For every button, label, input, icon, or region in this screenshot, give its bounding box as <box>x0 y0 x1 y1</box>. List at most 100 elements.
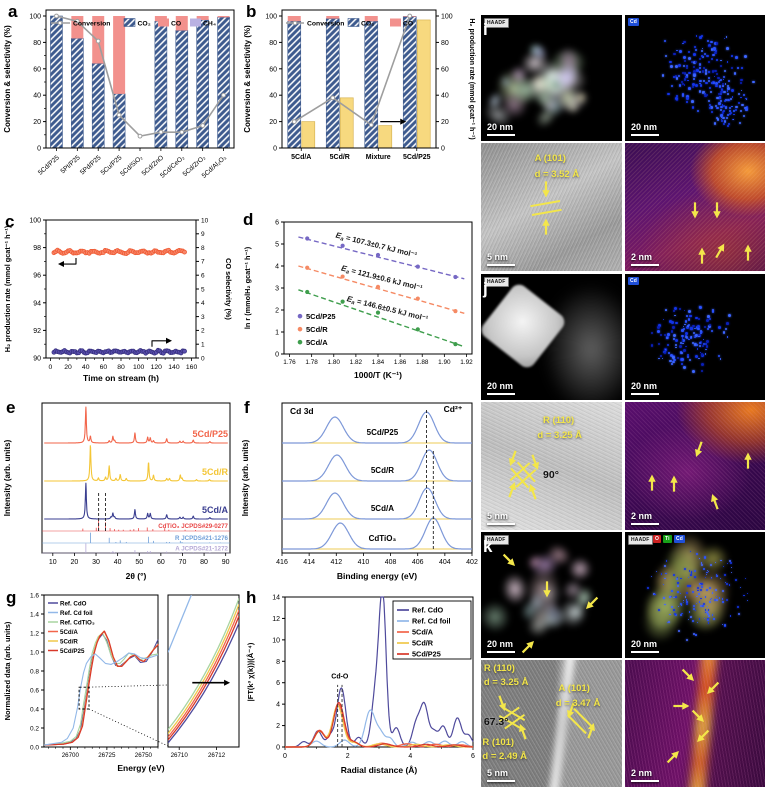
annotation-arrow-icon <box>529 483 537 500</box>
svg-text:1000/T (K⁻¹): 1000/T (K⁻¹) <box>354 370 402 380</box>
svg-text:5Cd/R: 5Cd/R <box>60 638 78 645</box>
svg-text:6: 6 <box>275 220 279 227</box>
annotation-arrow-icon <box>713 201 722 219</box>
svg-text:H₂ production rate (mmol gcat⁻: H₂ production rate (mmol gcat⁻¹ h⁻¹) <box>3 225 12 352</box>
svg-text:5Cd/A: 5Cd/A <box>306 338 328 347</box>
svg-text:1.2: 1.2 <box>30 630 39 637</box>
svg-text:80: 80 <box>441 40 449 47</box>
dspacing-annotation: d = 3.47 Å <box>555 698 601 710</box>
svg-text:Cd 3d: Cd 3d <box>290 406 314 416</box>
svg-text:Radial distance (Å): Radial distance (Å) <box>341 765 418 775</box>
svg-text:20: 20 <box>269 119 277 126</box>
svg-text:1.6: 1.6 <box>30 592 39 599</box>
svg-text:1.86: 1.86 <box>394 359 407 366</box>
svg-text:416: 416 <box>276 559 288 566</box>
svg-text:1: 1 <box>275 330 279 337</box>
scalebar: 2 nm <box>631 768 659 782</box>
svg-text:26712: 26712 <box>208 752 226 759</box>
lattice-texture <box>481 402 622 530</box>
scalebar: 20 nm <box>487 122 515 136</box>
svg-text:0.2: 0.2 <box>30 725 39 732</box>
svg-text:CO: CO <box>403 21 413 28</box>
svg-text:0: 0 <box>276 745 280 752</box>
svg-text:3: 3 <box>275 286 279 293</box>
scalebar: 2 nm <box>631 252 659 266</box>
svg-text:ln r (mmolH₂ gcat⁻¹ h⁻¹): ln r (mmolH₂ gcat⁻¹ h⁻¹) <box>243 246 252 329</box>
cd-badge: Cd <box>674 535 686 543</box>
scalebar: 2 nm <box>631 511 659 525</box>
annotation-arrow-icon <box>567 701 575 718</box>
svg-text:94: 94 <box>33 300 41 307</box>
svg-text:6: 6 <box>276 680 280 687</box>
svg-text:Ref. CdO: Ref. CdO <box>60 600 87 607</box>
scalebar: 5 nm <box>487 768 515 782</box>
scalebar: 20 nm <box>487 639 515 653</box>
svg-text:60: 60 <box>33 66 41 73</box>
svg-text:5Cd/P25: 5Cd/P25 <box>367 428 399 437</box>
svg-text:40: 40 <box>114 559 122 566</box>
svg-text:5Pd/P25: 5Pd/P25 <box>79 154 103 176</box>
svg-text:0.4: 0.4 <box>30 706 39 713</box>
lattice-texture <box>481 143 622 271</box>
scalebar: 20 nm <box>631 639 659 653</box>
svg-text:1.88: 1.88 <box>416 359 429 366</box>
svg-text:40: 40 <box>441 93 449 100</box>
svg-text:4: 4 <box>276 702 280 709</box>
svg-text:14: 14 <box>272 595 280 602</box>
svg-text:2: 2 <box>346 753 350 760</box>
svg-text:CO₂: CO₂ <box>361 21 374 28</box>
stem-haadf-image-j: HAADF 20 nm <box>481 274 622 400</box>
svg-text:140: 140 <box>168 364 180 371</box>
eds-overlay-map-k: HAADF O Ti Cd 20 nm <box>625 532 765 658</box>
svg-text:60: 60 <box>441 66 449 73</box>
haadf-badge: HAADF <box>484 277 509 287</box>
svg-text:60: 60 <box>100 364 108 371</box>
svg-text:1.80: 1.80 <box>328 359 341 366</box>
svg-text:20: 20 <box>64 364 72 371</box>
svg-text:0: 0 <box>441 146 445 153</box>
svg-text:0.6: 0.6 <box>30 687 39 694</box>
svg-text:Ref. CdTiO₃: Ref. CdTiO₃ <box>60 619 95 626</box>
eds-speckle <box>625 274 765 400</box>
panel-f-chart: 5Cd/P25 5Cd/R 5Cd/A CdTiO₃ Cd 3d Cd²⁺ 416 414 41… <box>241 402 478 581</box>
svg-text:5Cd/A: 5Cd/A <box>60 629 78 636</box>
svg-text:Conversion & selectivity (%): Conversion & selectivity (%) <box>243 25 252 133</box>
scalebar: 5 nm <box>487 252 515 266</box>
svg-text:408: 408 <box>385 559 397 566</box>
svg-text:Binding energy (eV): Binding energy (eV) <box>337 571 417 581</box>
svg-text:5: 5 <box>201 286 205 293</box>
svg-text:CdTiO₃ JCPDS#29-0277: CdTiO₃ JCPDS#29-0277 <box>158 523 228 530</box>
annotation-arrow-icon <box>542 181 550 198</box>
hrtem-image-i: A (101) d = 3.52 Å 5 nm <box>481 143 622 271</box>
haadf-badge: HAADF <box>628 535 653 545</box>
svg-text:4: 4 <box>201 300 205 307</box>
svg-text:5Cd/P25: 5Cd/P25 <box>306 312 336 321</box>
svg-text:5Cd/SiO₂: 5Cd/SiO₂ <box>119 154 144 178</box>
svg-text:Ref. Cd foil: Ref. Cd foil <box>412 617 451 626</box>
svg-text:4: 4 <box>408 753 412 760</box>
ti-badge: Ti <box>663 535 672 543</box>
svg-text:Energy (eV): Energy (eV) <box>117 763 164 773</box>
haadf-badge: HAADF <box>484 535 509 545</box>
svg-text:CO₂: CO₂ <box>138 21 151 28</box>
svg-text:0.0: 0.0 <box>30 744 39 751</box>
svg-text:40: 40 <box>33 93 41 100</box>
svg-text:40: 40 <box>269 93 277 100</box>
eds-speckle <box>625 532 765 658</box>
svg-text:1.84: 1.84 <box>372 359 385 366</box>
svg-text:10: 10 <box>272 637 280 644</box>
svg-text:0: 0 <box>49 364 53 371</box>
lattice-annotation: R (101) <box>482 737 515 749</box>
svg-text:Time on stream (h): Time on stream (h) <box>83 373 159 383</box>
lattice-texture <box>625 402 765 530</box>
svg-text:5Cd/P25: 5Cd/P25 <box>192 429 228 439</box>
svg-text:1.0: 1.0 <box>30 649 39 656</box>
panel-e-chart: 5Cd/P25 5Cd/R 5Cd/A CdTiO₃ JCPDS#29-0277 R J… <box>3 402 231 581</box>
scalebar: 20 nm <box>631 122 659 136</box>
svg-text:5Cd/P25: 5Cd/P25 <box>412 650 441 659</box>
svg-text:1.90: 1.90 <box>438 359 451 366</box>
lattice-annotation: A (101) <box>558 682 590 694</box>
annotation-arrow-icon <box>681 669 695 682</box>
svg-text:5Cd/A: 5Cd/A <box>291 154 311 161</box>
